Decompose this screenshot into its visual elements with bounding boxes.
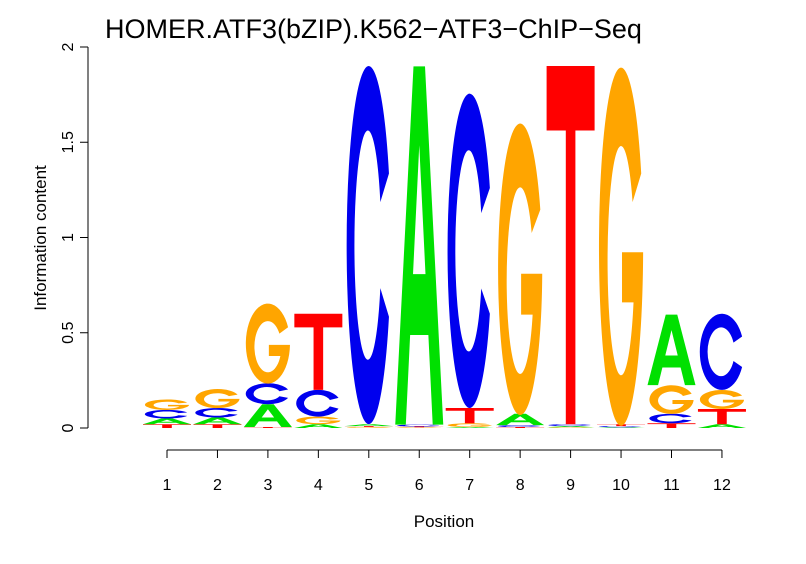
logo-letter-G (296, 416, 341, 425)
logo-letter-G (245, 303, 290, 384)
logo-letter-G (699, 389, 745, 410)
y-axis-label: Information content (31, 165, 50, 311)
y-tick-label: 1 (60, 233, 77, 242)
logo-letter-T (143, 424, 191, 428)
logo-letter-C (195, 407, 238, 418)
logo-letter-G (447, 423, 492, 428)
logo-letter-C (245, 383, 289, 405)
logo-letter-C (144, 409, 188, 419)
logo-letter-T (243, 427, 292, 428)
logo-letter-A (193, 417, 242, 425)
logo-letter-C (296, 389, 339, 417)
logo-letter-T (445, 407, 494, 424)
logo-letter-T (546, 66, 595, 425)
y-tick-label: 2 (60, 42, 77, 51)
logo-letter-T (496, 427, 545, 428)
x-tick-label: 4 (314, 477, 323, 494)
x-tick-label: 11 (663, 477, 680, 494)
y-tick-label: 0.5 (60, 322, 77, 344)
logo-letter-A (546, 426, 595, 428)
x-tick-label: 12 (713, 477, 731, 494)
x-tick-label: 6 (415, 477, 424, 494)
x-axis-label: Position (414, 512, 474, 531)
y-axis: 0 0.5 1 1.5 2 (60, 42, 89, 432)
logo-letter-A (445, 427, 494, 428)
x-tick-label: 9 (566, 477, 575, 494)
logo-letter-G (346, 427, 391, 429)
logo-letter-T (344, 426, 393, 428)
logo-letter-G (598, 67, 644, 426)
logo-letter-C (346, 66, 389, 425)
x-tick-label: 3 (263, 477, 272, 494)
y-tick-label: 1.5 (60, 131, 77, 153)
logo-letter-A (294, 424, 343, 428)
logo-letter-G (397, 427, 442, 429)
y-tick-label: 0 (60, 423, 77, 432)
x-tick-label: 8 (516, 477, 525, 494)
logo-letter-C (497, 425, 541, 428)
logo-letter-C (598, 426, 642, 428)
logo-letter-G (195, 389, 240, 409)
logo-letter-T (647, 423, 696, 428)
logo-letter-G (144, 399, 190, 410)
x-tick-label: 7 (465, 477, 474, 494)
logo-letter-C (447, 93, 490, 408)
logo-letter-T (294, 313, 343, 390)
logo-letter-T (395, 426, 444, 428)
logo-letter-A (647, 314, 696, 386)
logo-letter-A (395, 66, 444, 425)
logo-letter-C (649, 413, 692, 424)
x-tick-label: 10 (612, 477, 630, 494)
chart-title: HOMER.ATF3(bZIP).K562−ATF3−ChIP−Seq (105, 14, 642, 44)
logo-letter-T (193, 424, 242, 428)
logo-letter-A (597, 427, 646, 428)
logo-letter-G (498, 123, 543, 416)
x-tick-label: 2 (213, 477, 222, 494)
logo-letter-A (697, 424, 746, 428)
logo-letters (143, 66, 746, 429)
x-tick-label: 1 (163, 477, 172, 494)
logo-letter-A (243, 404, 292, 428)
logo-letter-T (697, 408, 746, 425)
logo-letter-C (397, 424, 440, 427)
logo-letter-A (344, 424, 393, 427)
logo-letter-G (649, 385, 694, 414)
logo-letter-A (496, 413, 545, 426)
logo-letter-C (699, 313, 743, 390)
logo-letter-A (143, 418, 191, 425)
logo-letter-C (548, 424, 591, 427)
x-tick-label: 5 (364, 477, 373, 494)
x-axis: 1 2 3 4 5 6 7 8 9 10 11 12 (163, 449, 731, 494)
logo-letter-G (548, 427, 593, 429)
